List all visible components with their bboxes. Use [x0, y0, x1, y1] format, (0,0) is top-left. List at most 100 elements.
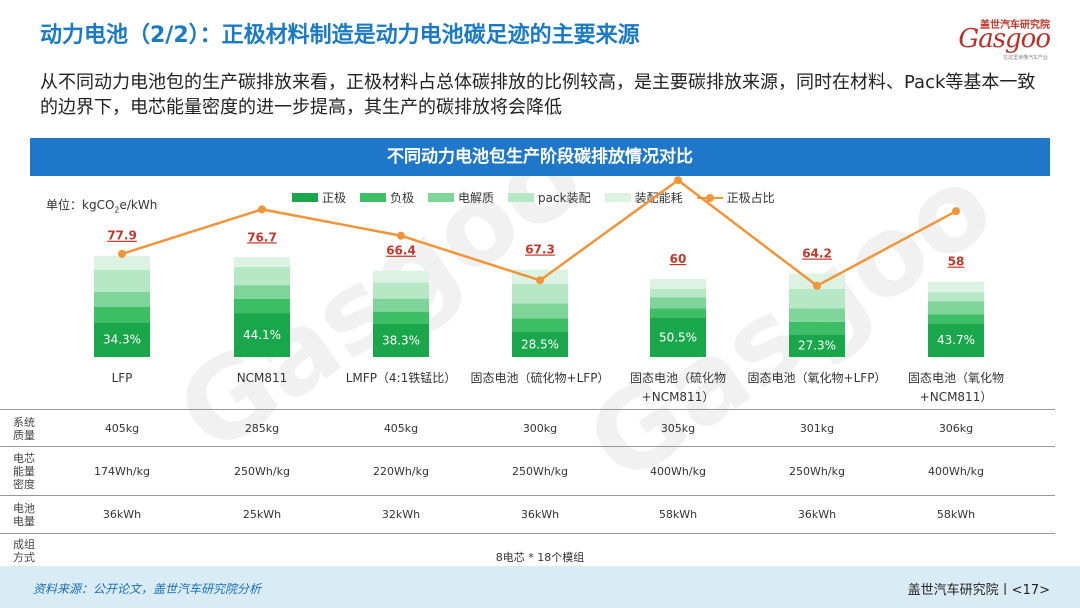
legend-line-swatch [696, 193, 723, 202]
share-label: 50.5% [659, 330, 697, 344]
table-cell: 250Wh/kg [789, 464, 845, 478]
bar-segment [373, 298, 429, 312]
category-label: 固态电池（硫化物+LFP） [470, 371, 610, 385]
table-row: 成组方式 8电芯 * 18个模组 [0, 533, 1055, 568]
legend-item: pack装配 [508, 189, 591, 206]
bar-segment [789, 321, 845, 335]
bar-segment [789, 288, 845, 309]
footer: 资料来源：公开论文，盖世汽车研究院分析 盖世汽车研究院丨<17> [0, 566, 1080, 608]
bar-segment [650, 279, 706, 290]
legend-label: pack装配 [538, 191, 591, 205]
bar-segment [789, 273, 845, 289]
category-label: 固态电池（硫化物+NCM811） [629, 371, 726, 404]
bar-segment [234, 285, 290, 299]
legend-label: 电解质 [458, 191, 495, 205]
table-cell: 250Wh/kg [234, 464, 290, 478]
share-point [258, 205, 266, 214]
page-number: 盖世汽车研究院丨<17> [907, 583, 1050, 598]
share-label: 34.3% [103, 333, 141, 347]
legend-label: 正极占比 [726, 191, 775, 205]
bar-segment [373, 282, 429, 299]
bar-segment [928, 281, 984, 293]
bar-segment [94, 322, 150, 357]
legend-label: 正极 [322, 191, 347, 205]
share-point [813, 281, 821, 290]
bar-segment [928, 292, 984, 302]
table-cell: 58kWh [658, 508, 698, 521]
page-subtitle: 从不同动力电池包的生产碳排放来看，正极材料占总体碳排放的比例较高，是主要碳排放来… [40, 72, 1036, 118]
row-label: 系统质量 [13, 415, 35, 442]
source-note: 资料来源：公开论文，盖世汽车研究院分析 [33, 582, 262, 596]
row-label: 电芯能量密度 [13, 452, 35, 491]
brand-logo: 盖世汽车研究院 Gasgoo 在这里读懂汽车产业 [940, 16, 1051, 61]
table-cell: 301kg [799, 421, 835, 435]
bar-segment [789, 334, 845, 357]
category-label: 固态电池（氧化物+LFP） [747, 371, 887, 385]
table-cell: 300kg [522, 421, 558, 435]
row-label: 电池电量 [13, 502, 35, 528]
total-label: 58 [948, 255, 965, 269]
bar-segment [650, 289, 706, 298]
legend-swatch [428, 193, 455, 202]
bar-segment [650, 308, 706, 318]
bar-segment [234, 257, 290, 267]
category-label: NCM811 [236, 371, 288, 385]
legend-swatch [292, 193, 318, 202]
bar-segment [928, 323, 984, 357]
chart-legend: 正极 负极 电解质 pack装配 装配能耗 正极占比 [292, 189, 775, 206]
unit-label: 单位：kgCO2e/kWh [46, 198, 158, 215]
table-row: 系统质量 405kg 285kg 405kg 300kg 305kg 301kg 306kg [0, 409, 1055, 447]
table-cell: 220Wh/kg [373, 464, 429, 478]
table-row: 电芯能量密度 174Wh/kg 250Wh/kg 220Wh/kg 250Wh/kg 40… [0, 446, 1055, 496]
bar-segment [512, 318, 568, 333]
total-label: 60 [670, 252, 687, 266]
bar-segment [373, 323, 429, 357]
total-label: 77.9 [107, 229, 137, 243]
share-point [536, 276, 544, 285]
share-point [674, 176, 682, 185]
row-label: 成组方式 [13, 538, 35, 564]
table-cell: 400Wh/kg [928, 464, 984, 478]
share-point [397, 231, 405, 240]
bar-segment [512, 332, 568, 357]
total-label: 76.7 [247, 230, 277, 244]
bar-segment [234, 266, 290, 286]
bar-segment [512, 283, 568, 304]
bar-segment [234, 313, 290, 357]
legend-label: 装配能耗 [634, 191, 683, 205]
share-label: 44.1% [243, 328, 281, 342]
bar-segment [373, 311, 429, 324]
bar-segment [94, 306, 150, 323]
category-label: LMFP（4:1铁锰比） [345, 371, 457, 385]
bar-segment [512, 269, 568, 284]
share-point [118, 249, 126, 258]
legend-swatch [360, 193, 387, 202]
bar-segment [789, 308, 845, 322]
bar-segment [234, 298, 290, 314]
table-cell: 305kg [660, 421, 696, 435]
bar-segment [94, 291, 150, 307]
bar-segment [650, 317, 706, 357]
logo-cn-text: 盖世汽车研究院 [980, 20, 1050, 31]
share-label: 43.7% [937, 333, 975, 347]
table-cell: 32kWh [381, 508, 421, 521]
bar-segment [94, 269, 150, 292]
legend-item: 装配能耗 [604, 189, 683, 206]
table-cell: 306kg [938, 421, 974, 435]
category-label: LFP [111, 371, 133, 385]
bar-segment [94, 255, 150, 270]
total-label: 66.4 [386, 244, 416, 258]
total-label: 64.2 [802, 247, 832, 261]
bar-segment [373, 270, 429, 283]
bar-segment [512, 303, 568, 319]
table-cell: 285kg [244, 421, 280, 435]
share-label: 38.3% [382, 333, 420, 347]
share-label: 28.5% [521, 338, 559, 352]
table-cell: 25kWh [242, 508, 282, 521]
table-cell: 405kg [383, 421, 419, 435]
table-cell: 405kg [104, 421, 140, 435]
legend-label: 负极 [390, 191, 415, 205]
bar-segment [650, 297, 706, 309]
logo-en-text: Gasgoo [958, 24, 1051, 54]
legend-item: 正极 [292, 189, 346, 206]
